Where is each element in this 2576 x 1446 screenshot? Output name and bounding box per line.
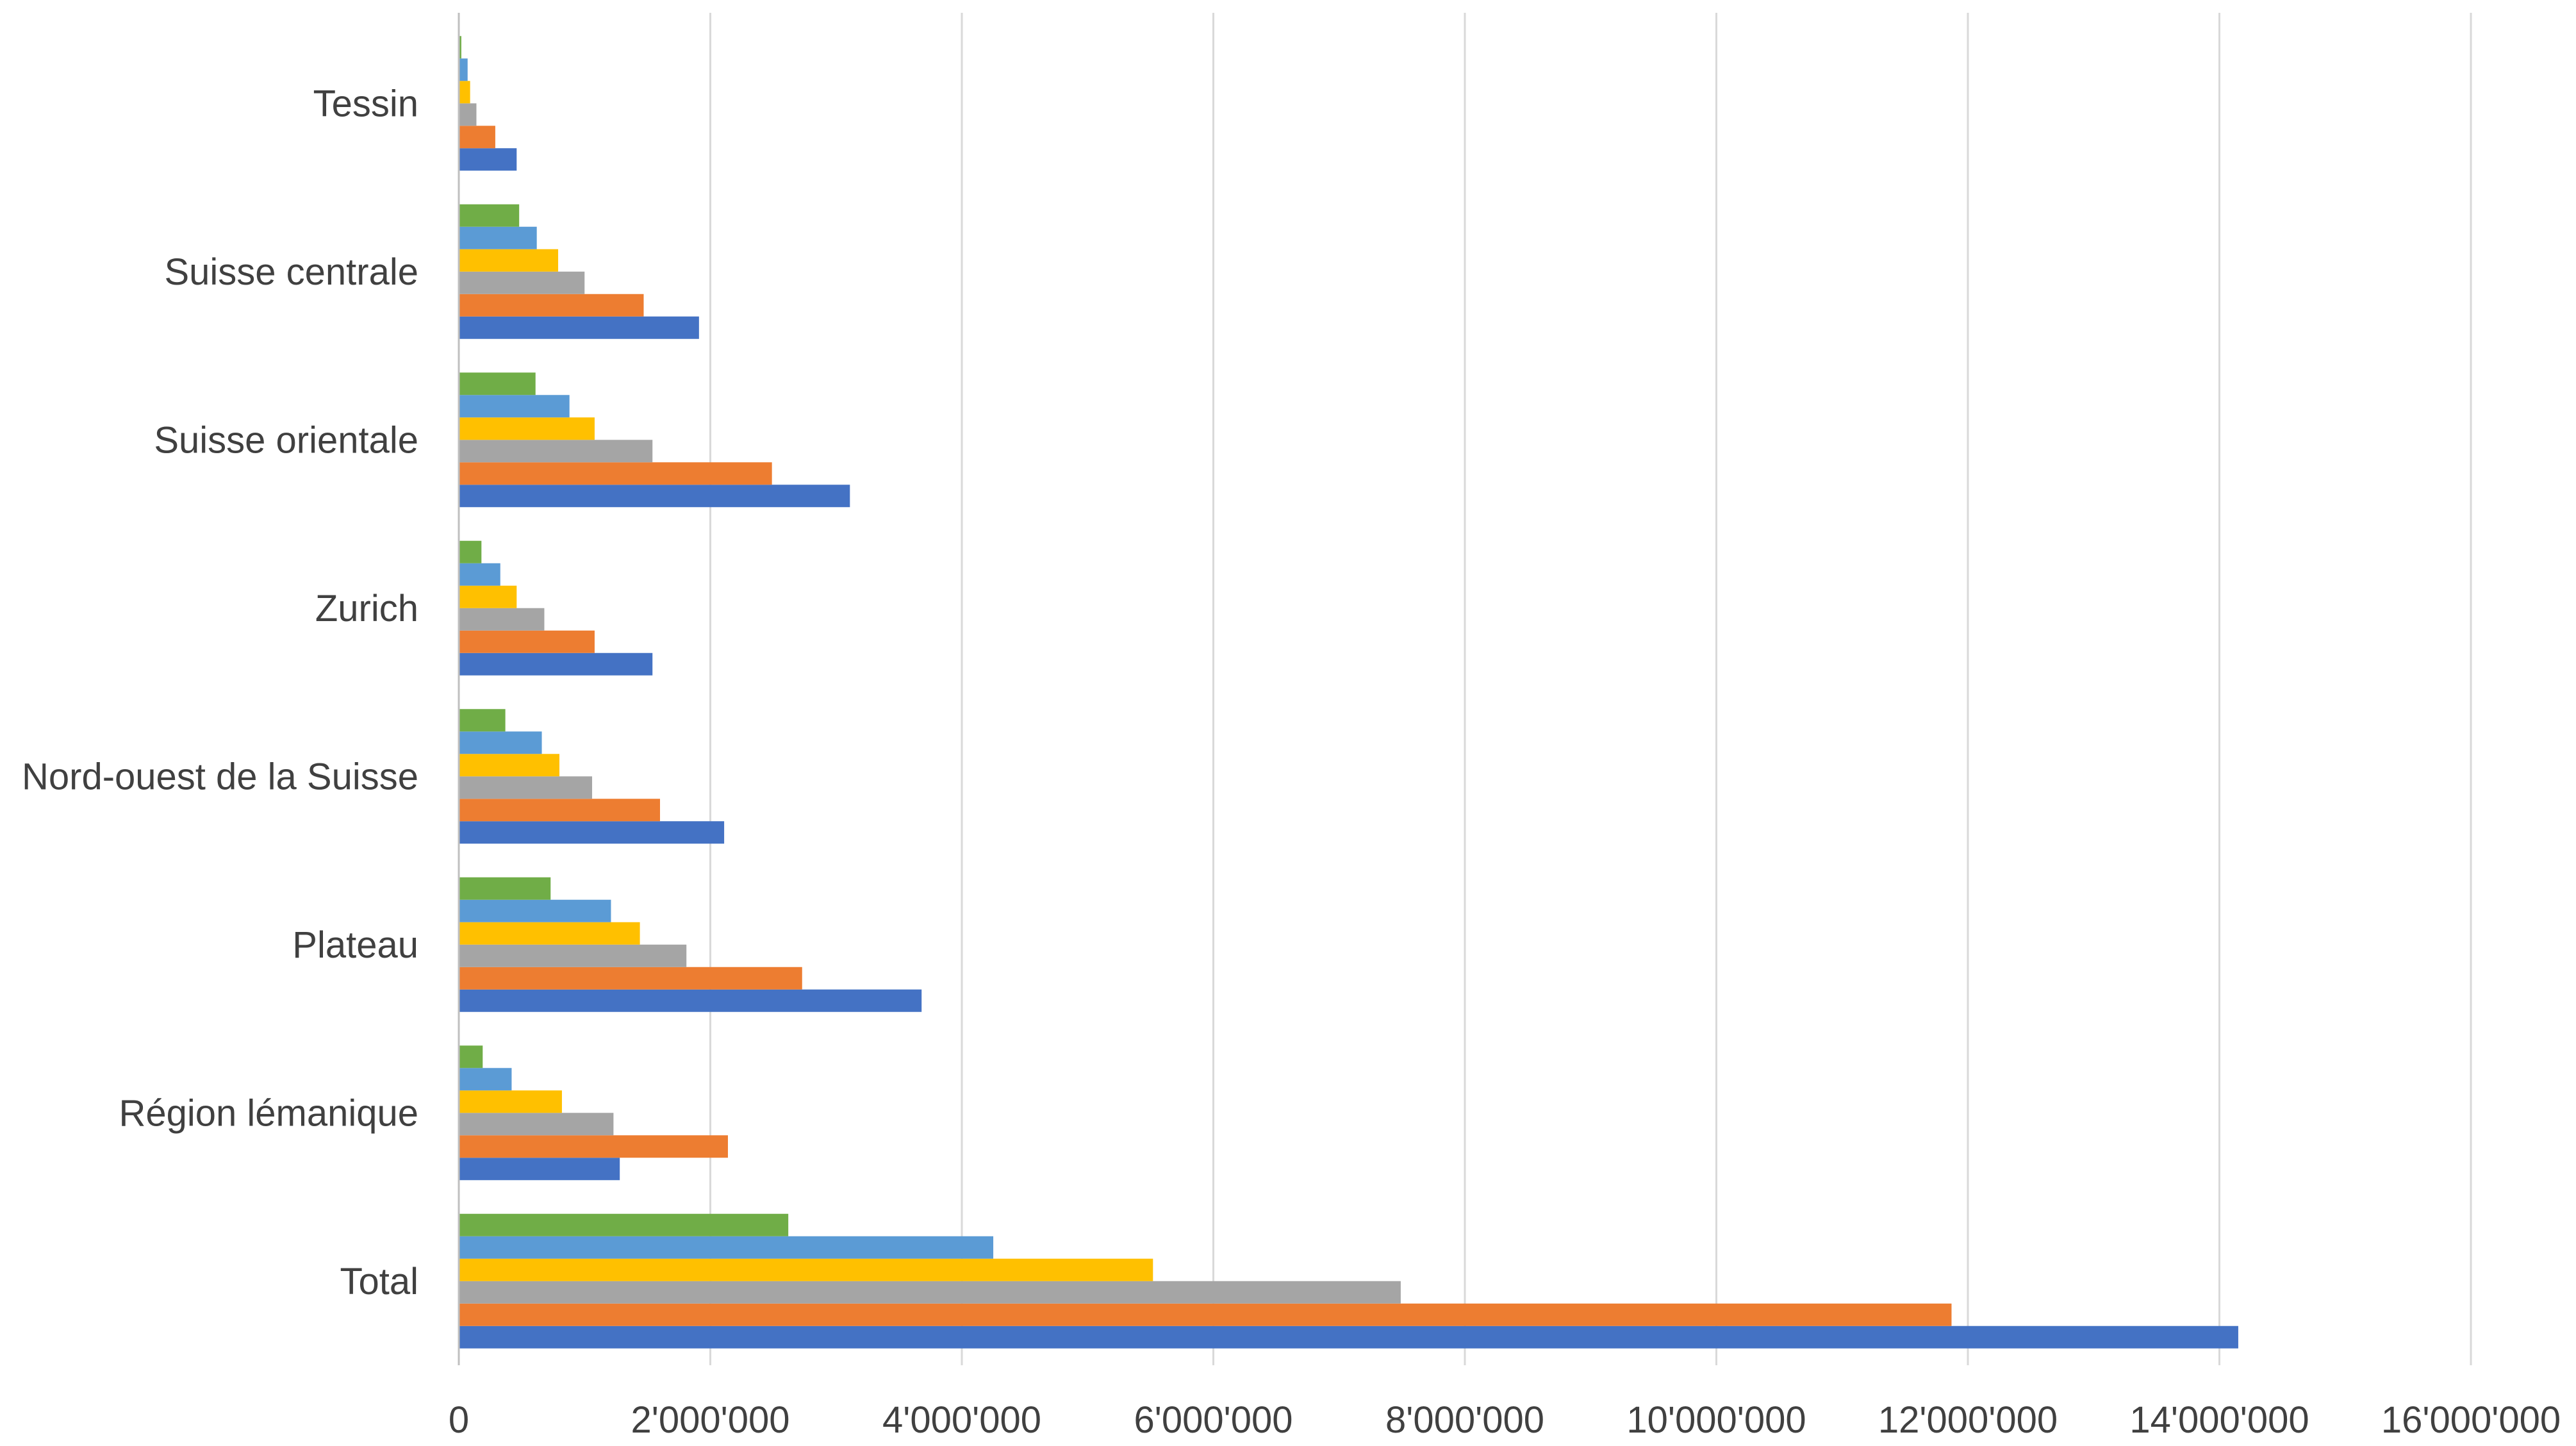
bar-r-gion-l-manique-s6 [459, 1045, 483, 1068]
x-tick-label-0: 0 [449, 1399, 469, 1441]
category-label-2: Plateau [292, 924, 418, 966]
bar-nord-ouest-de-la-suisse-s6 [459, 709, 506, 732]
bar-suisse-orientale-s6 [459, 372, 536, 395]
bar-tessin-s6 [459, 36, 461, 59]
bar-nord-ouest-de-la-suisse-s2 [459, 799, 660, 822]
bars [459, 36, 2238, 1349]
bar-suisse-orientale-s2 [459, 462, 772, 485]
bar-suisse-centrale-s5 [459, 226, 537, 249]
category-label-7: Tessin [313, 83, 418, 124]
bar-plateau-s5 [459, 899, 611, 922]
bar-total-s2 [459, 1303, 1952, 1326]
bar-tessin-s2 [459, 126, 495, 149]
bar-tessin-s1 [459, 148, 517, 171]
bar-total-s4 [459, 1258, 1153, 1281]
bar-suisse-orientale-s1 [459, 485, 850, 508]
gridlines [709, 13, 2472, 1365]
bar-total-s6 [459, 1213, 789, 1236]
bar-r-gion-l-manique-s3 [459, 1113, 614, 1136]
bar-r-gion-l-manique-s1 [459, 1158, 620, 1181]
bar-plateau-s4 [459, 922, 640, 945]
category-label-6: Suisse centrale [164, 251, 418, 293]
bar-r-gion-l-manique-s5 [459, 1068, 512, 1091]
category-label-1: Région lémanique [119, 1092, 418, 1134]
x-tick-label-2: 4'000'000 [882, 1399, 1041, 1441]
category-label-4: Zurich [315, 588, 418, 629]
bar-plateau-s6 [459, 877, 551, 900]
bar-suisse-orientale-s3 [459, 440, 653, 463]
bar-suisse-centrale-s4 [459, 249, 559, 272]
bar-r-gion-l-manique-s4 [459, 1090, 562, 1113]
bar-total-s5 [459, 1236, 994, 1259]
bar-nord-ouest-de-la-suisse-s1 [459, 821, 725, 844]
bar-zurich-s6 [459, 540, 482, 563]
labels: 0 2'000'000 4'000'000 6'000'000 8'000'000 10'… [22, 83, 2561, 1441]
bar-suisse-centrale-s6 [459, 204, 520, 227]
bar-zurich-s3 [459, 608, 545, 631]
bar-suisse-orientale-s4 [459, 417, 595, 440]
bar-plateau-s3 [459, 944, 687, 967]
bar-tessin-s3 [459, 103, 477, 126]
x-tick-label-6: 12'000'000 [1878, 1399, 2058, 1441]
category-label-3: Nord-ouest de la Suisse [22, 756, 418, 797]
bar-plateau-s1 [459, 989, 922, 1012]
bar-suisse-centrale-s2 [459, 294, 644, 317]
bar-r-gion-l-manique-s2 [459, 1135, 728, 1158]
bar-suisse-centrale-s3 [459, 271, 585, 294]
bar-zurich-s5 [459, 563, 500, 586]
bar-zurich-s2 [459, 630, 595, 653]
x-tick-label-4: 8'000'000 [1385, 1399, 1544, 1441]
x-tick-label-7: 14'000'000 [2129, 1399, 2309, 1441]
category-label-5: Suisse orientale [154, 419, 418, 461]
bar-total-s1 [459, 1326, 2238, 1349]
bar-suisse-orientale-s5 [459, 395, 570, 418]
bar-tessin-s5 [459, 58, 468, 81]
bar-suisse-centrale-s1 [459, 316, 699, 339]
x-tick-label-3: 6'000'000 [1134, 1399, 1293, 1441]
x-tick-label-5: 10'000'000 [1626, 1399, 1806, 1441]
bar-zurich-s1 [459, 652, 653, 676]
x-tick-label-1: 2'000'000 [631, 1399, 790, 1441]
x-tick-label-8: 16'000'000 [2381, 1399, 2561, 1441]
bar-nord-ouest-de-la-suisse-s3 [459, 776, 593, 799]
bar-plateau-s2 [459, 967, 802, 990]
bar-nord-ouest-de-la-suisse-s4 [459, 754, 559, 777]
bar-nord-ouest-de-la-suisse-s5 [459, 731, 542, 754]
category-label-0: Total [340, 1261, 418, 1302]
bar-zurich-s4 [459, 585, 517, 608]
bar-total-s3 [459, 1281, 1401, 1304]
bar-tessin-s4 [459, 81, 470, 104]
